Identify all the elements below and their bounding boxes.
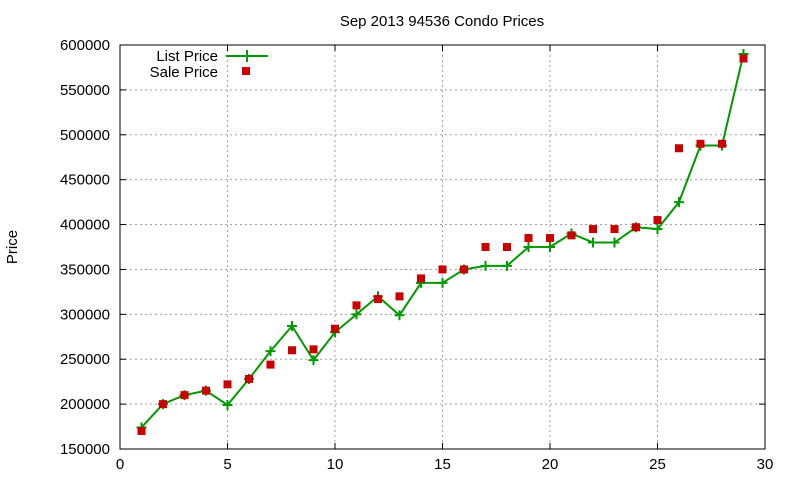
list-price-point <box>674 197 684 208</box>
sale-price-point <box>438 265 447 274</box>
grid-layer <box>120 45 765 449</box>
list-price-point <box>222 400 233 411</box>
y-tick-label: 150000 <box>60 441 110 458</box>
sale-price-point <box>395 292 404 301</box>
list-price-point <box>523 242 534 252</box>
list-price-point <box>308 355 319 366</box>
y-tick-label: 200000 <box>60 396 110 413</box>
x-tick-label: 5 <box>223 456 231 473</box>
y-tick-label: 450000 <box>60 172 110 189</box>
sale-price-point <box>245 374 253 383</box>
list-price-point <box>287 321 297 332</box>
sale-price-point <box>546 234 554 243</box>
list-price-point <box>394 310 405 321</box>
list-price-point <box>480 260 491 271</box>
list-price-point <box>265 346 276 357</box>
y-tick-label: 550000 <box>60 82 110 99</box>
legend-label-list-price: List Price <box>156 48 218 65</box>
list-price-point <box>588 237 598 248</box>
sale-price-point <box>159 400 167 409</box>
x-tick-label: 10 <box>327 456 344 473</box>
sale-price-point <box>417 274 425 283</box>
legend-marker-list-price <box>241 50 253 62</box>
sale-price-point <box>739 54 748 63</box>
sale-price-point <box>718 139 726 148</box>
sale-price-point <box>503 243 511 251</box>
sale-price-point <box>481 243 490 251</box>
sale-price-point <box>202 386 210 395</box>
sale-price-point <box>266 360 275 369</box>
sale-price-point <box>288 346 296 355</box>
list-price-point <box>545 242 555 252</box>
sale-price-point <box>137 427 146 436</box>
sale-price-point <box>610 225 619 234</box>
y-tick-label: 600000 <box>60 37 110 54</box>
y-tick-label: 400000 <box>60 217 110 234</box>
sale-price-point <box>632 223 640 232</box>
legend: List Price Sale Price <box>150 48 268 81</box>
sale-price-point <box>352 301 361 310</box>
x-tick-label: 30 <box>757 456 774 473</box>
y-axis-label: Price <box>4 230 21 264</box>
y-tick-label: 500000 <box>60 127 110 144</box>
legend-marker-sale-price <box>242 67 250 75</box>
sale-price-point <box>180 391 189 400</box>
x-tick-label: 20 <box>542 456 559 473</box>
legend-label-sale-price: Sale Price <box>150 64 218 81</box>
sale-price-point <box>331 324 339 333</box>
list-price-point <box>609 237 620 248</box>
list-price-point <box>652 224 663 235</box>
sale-price-point <box>524 234 533 243</box>
list-price-point <box>351 309 362 320</box>
x-tick-label: 0 <box>116 456 124 473</box>
sale-price-point <box>223 380 232 389</box>
x-tick-label: 15 <box>434 456 451 473</box>
y-tick-label: 250000 <box>60 351 110 368</box>
y-tick-label: 300000 <box>60 306 110 323</box>
sale-price-point <box>696 139 705 148</box>
sale-price-point <box>460 265 468 274</box>
y-axis: 150000 200000 250000 300000 350000 400000 4500… <box>60 37 765 458</box>
sale-price-point <box>653 216 662 225</box>
list-price-point <box>437 277 448 288</box>
series-layer <box>136 48 749 436</box>
x-axis: 0 5 10 15 20 25 30 <box>116 45 774 473</box>
x-tick-label: 25 <box>649 456 666 473</box>
y-tick-label: 350000 <box>60 261 110 278</box>
sale-price-point <box>567 231 576 240</box>
sale-price-point <box>374 295 382 304</box>
sale-price-point <box>589 225 597 234</box>
list-price-point <box>502 260 512 271</box>
chart-title: Sep 2013 94536 Condo Prices <box>340 13 544 30</box>
sale-price-point <box>675 144 683 153</box>
sale-price-point <box>309 345 318 354</box>
